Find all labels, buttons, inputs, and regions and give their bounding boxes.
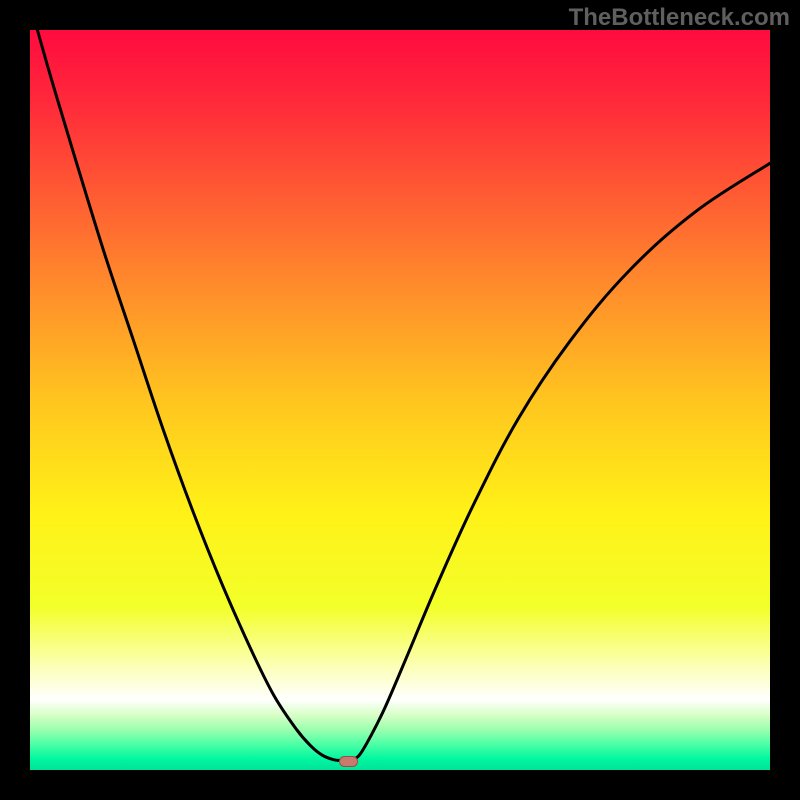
chart-frame: TheBottleneck.com — [0, 0, 800, 800]
optimal-point-marker — [339, 756, 358, 767]
bottleneck-curve — [30, 30, 770, 770]
plot-area — [30, 30, 770, 770]
watermark-label: TheBottleneck.com — [569, 4, 790, 32]
